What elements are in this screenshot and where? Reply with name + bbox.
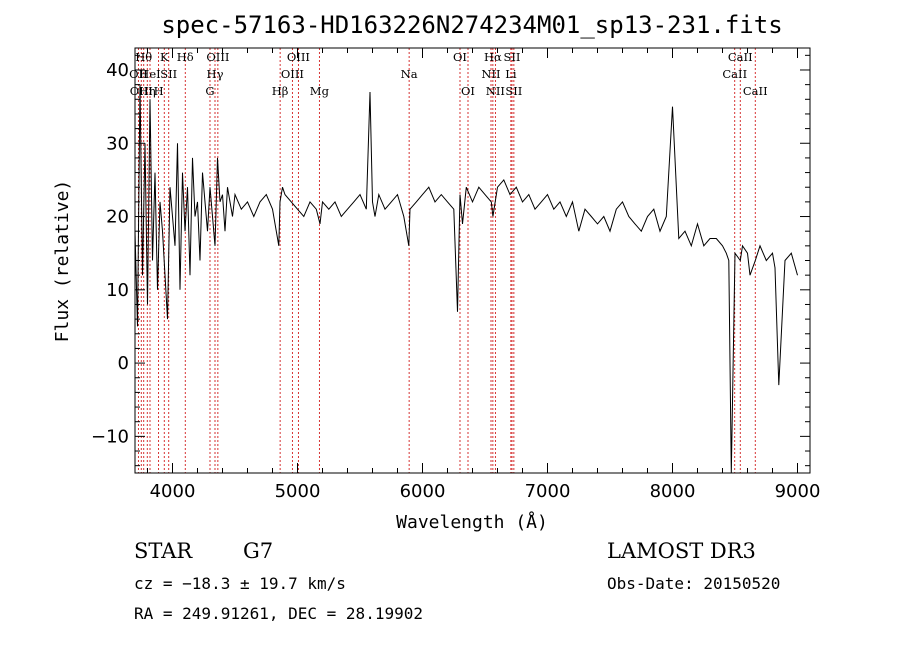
line-marker-label: OIII bbox=[206, 50, 229, 64]
line-marker-label: Hβ bbox=[272, 84, 289, 98]
redshift-readout: cz = −18.3 ± 19.7 km/s bbox=[134, 574, 346, 593]
x-tick-label: 8000 bbox=[650, 481, 696, 502]
line-marker-label: CaII bbox=[728, 50, 753, 64]
coordinates-readout: RA = 249.91261, DEC = 28.19902 bbox=[134, 604, 423, 623]
x-tick-label: 7000 bbox=[525, 481, 571, 502]
object-class: STAR bbox=[134, 539, 193, 563]
spectrum-line bbox=[134, 84, 798, 474]
plot-frame bbox=[134, 47, 811, 474]
line-marker-label: OIII bbox=[287, 50, 310, 64]
line-marker-label: HeI bbox=[139, 67, 160, 81]
survey-name: LAMOST DR3 bbox=[607, 539, 756, 563]
x-tick-label: 9000 bbox=[775, 481, 821, 502]
line-marker-label: K bbox=[160, 50, 169, 64]
line-marker-labels: OIIOIIIHθHηHeIHKSIIHδGHγOIIIHβOIIIOIIIMg… bbox=[129, 50, 768, 98]
y-axis-label: Flux (relative) bbox=[52, 180, 73, 343]
line-marker-label: CaII bbox=[743, 84, 768, 98]
line-marker-label: SII bbox=[504, 50, 521, 64]
y-tick-label: −10 bbox=[91, 426, 129, 447]
x-tick-label: 4000 bbox=[150, 481, 196, 502]
y-tick-label: 0 bbox=[118, 353, 129, 374]
line-marker-label: Hα bbox=[484, 50, 502, 64]
line-marker-label: Mg bbox=[310, 84, 330, 98]
line-marker-label: OI bbox=[453, 50, 467, 64]
line-marker-label: Hθ bbox=[135, 50, 152, 64]
line-marker-label: SII bbox=[505, 84, 522, 98]
line-marker-label: Li bbox=[505, 67, 517, 81]
object-subclass: G7 bbox=[243, 539, 274, 563]
x-tick-label: 6000 bbox=[400, 481, 446, 502]
line-marker-label: H bbox=[154, 84, 164, 98]
line-marker-label: OIII bbox=[281, 67, 304, 81]
line-marker-label: SII bbox=[160, 67, 177, 81]
x-tick-label: 5000 bbox=[275, 481, 321, 502]
line-marker-label: NII bbox=[481, 67, 500, 81]
line-markers bbox=[137, 48, 756, 473]
x-axis-ticks: 4000 5000 6000 7000 8000 9000 bbox=[147, 48, 821, 502]
line-marker-label: G bbox=[205, 84, 214, 98]
x-axis-label: Wavelength (Å) bbox=[396, 511, 548, 533]
chart-title: spec-57163-HD163226N274234M01_sp13-231.f… bbox=[161, 11, 782, 39]
line-marker-label: Hγ bbox=[207, 67, 224, 81]
y-axis-ticks: −10 0 10 20 30 40 bbox=[91, 54, 810, 467]
line-marker-label: OI bbox=[461, 84, 475, 98]
y-tick-label: 10 bbox=[106, 280, 129, 301]
y-tick-label: 30 bbox=[106, 133, 129, 154]
line-marker-label: Hδ bbox=[177, 50, 194, 64]
line-marker-label: OII bbox=[129, 67, 148, 81]
y-tick-label: 40 bbox=[106, 60, 129, 81]
y-tick-label: 20 bbox=[106, 207, 129, 228]
line-marker-label: CaII bbox=[722, 67, 747, 81]
line-marker-label: Na bbox=[401, 67, 418, 81]
line-marker-label: NII bbox=[486, 84, 505, 98]
line-marker-label: Hη bbox=[139, 84, 156, 98]
observation-date: Obs-Date: 20150520 bbox=[607, 574, 781, 593]
